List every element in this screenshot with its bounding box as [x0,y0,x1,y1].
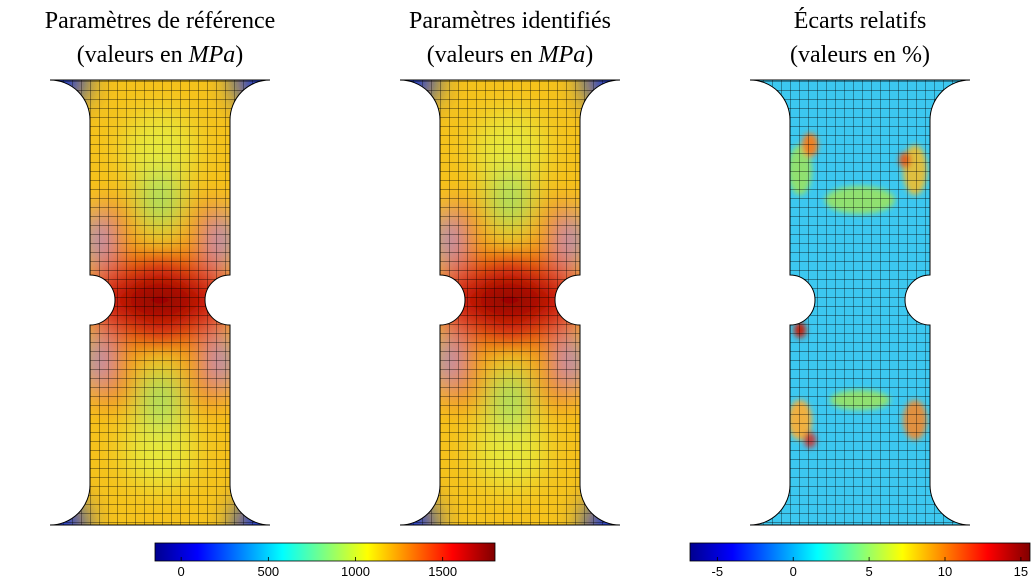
panel: Écarts relatifs (valeurs en %) [749,8,971,526]
tick-label: 0 [790,564,797,579]
mesh [400,80,620,525]
tick-label: 1500 [428,564,457,579]
tick-label: 0 [178,564,185,579]
field [750,80,970,525]
mesh [50,80,270,525]
panel-subtitle: (valeurs en MPa) [77,42,244,68]
mesh [750,80,970,525]
subtitle-part: ) [585,42,593,68]
field [50,80,270,525]
panel-subtitle: (valeurs en MPa) [427,42,594,68]
panel-title: Écarts relatifs [794,8,927,34]
panel-title: Paramètres identifiés [409,8,611,34]
subtitle-part: (valeurs en [427,42,539,68]
tick-label: 15 [1014,564,1028,579]
subtitle-part: (valeurs en [790,42,902,68]
subtitle-part: ) [922,42,930,68]
field [400,80,620,525]
colorbar [154,542,496,562]
panel: Paramètres de référence (valeurs en MPa) [45,8,276,526]
subtitle-part: (valeurs en [77,42,189,68]
tick-label: 500 [257,564,279,579]
panel-subtitle: (valeurs en %) [790,42,930,68]
colorbars: 0 500 1000 1500 -5 0 5 10 15 [154,542,1031,579]
panel: Paramètres identifiés (valeurs en MPa) [399,8,621,526]
tick-label: 5 [865,564,872,579]
tick-label: 1000 [341,564,370,579]
panel-title: Paramètres de référence [45,8,276,34]
subtitle-part: % [902,42,922,68]
subtitle-part: MPa [538,42,586,68]
subtitle-part: ) [235,42,243,68]
panels: Paramètres de référence(valeurs en MPa)P… [45,8,971,526]
subtitle-part: MPa [188,42,236,68]
colorbar [689,542,1031,562]
tick-label: -5 [712,564,724,579]
tick-label: 10 [938,564,952,579]
